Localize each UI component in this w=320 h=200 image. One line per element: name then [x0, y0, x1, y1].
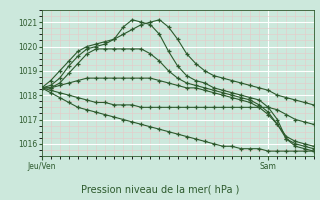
Text: Pression niveau de la mer( hPa ): Pression niveau de la mer( hPa )	[81, 184, 239, 194]
